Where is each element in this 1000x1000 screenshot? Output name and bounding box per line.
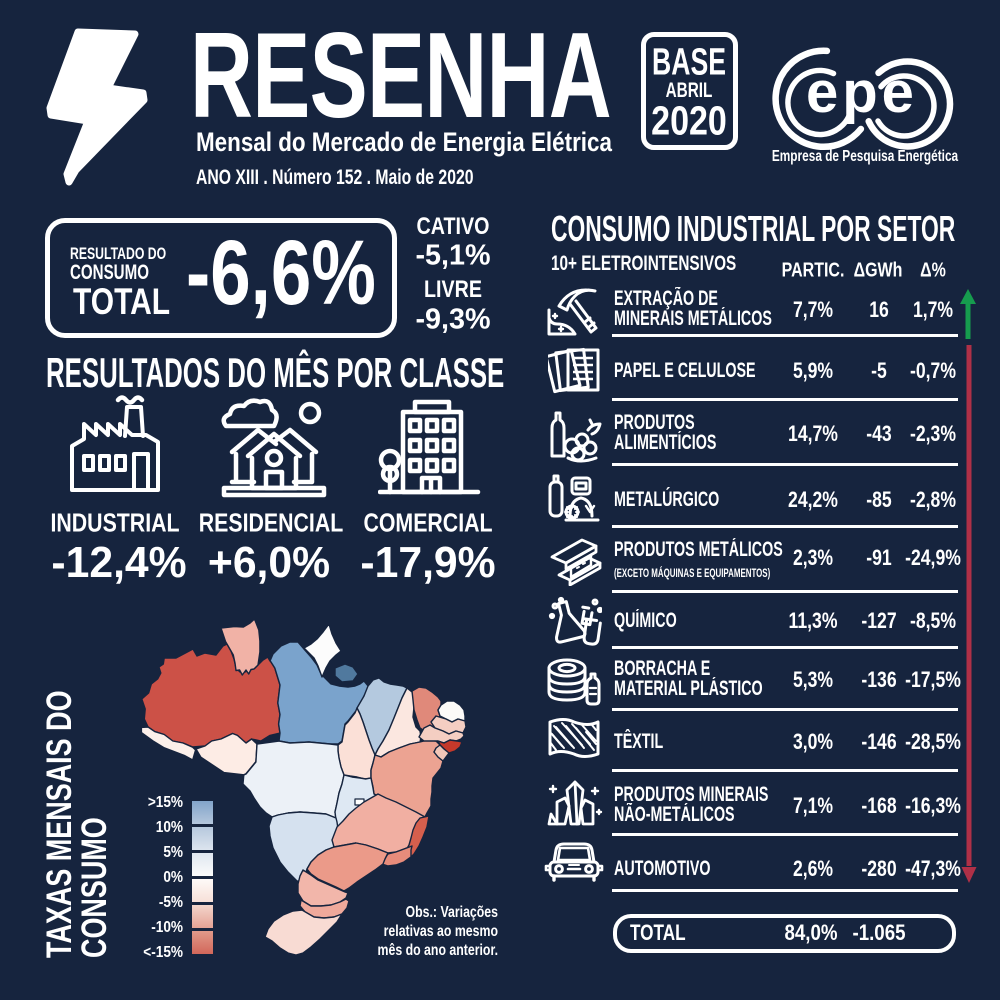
svg-text:epe: epe — [806, 60, 918, 125]
